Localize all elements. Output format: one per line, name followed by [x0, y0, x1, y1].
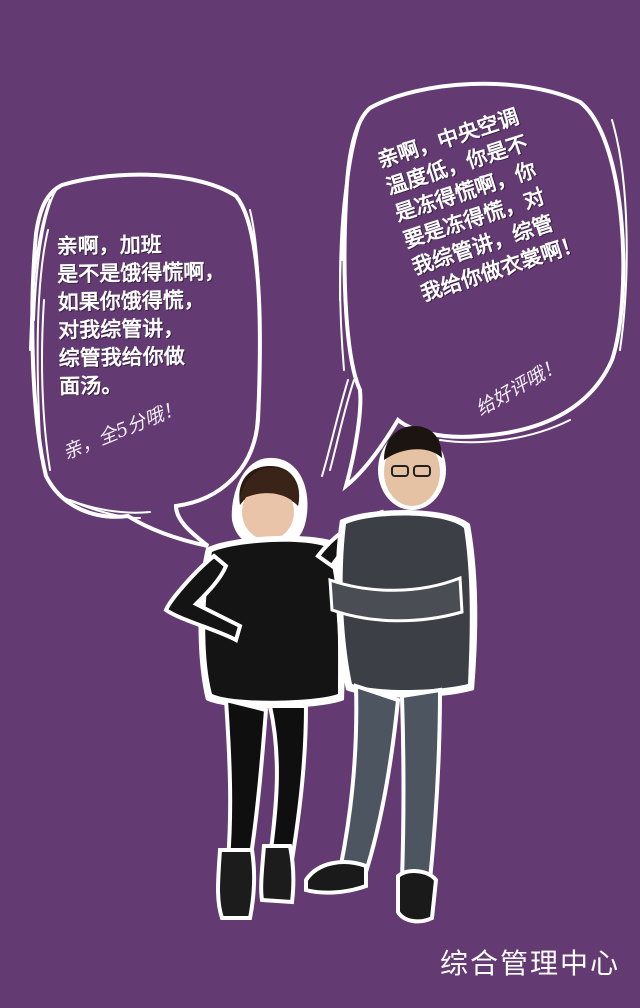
- man-figure: [304, 426, 478, 924]
- woman-figure: [163, 457, 391, 920]
- department-label: 综合管理中心: [439, 947, 620, 980]
- left-speech-bubble: [29, 172, 262, 548]
